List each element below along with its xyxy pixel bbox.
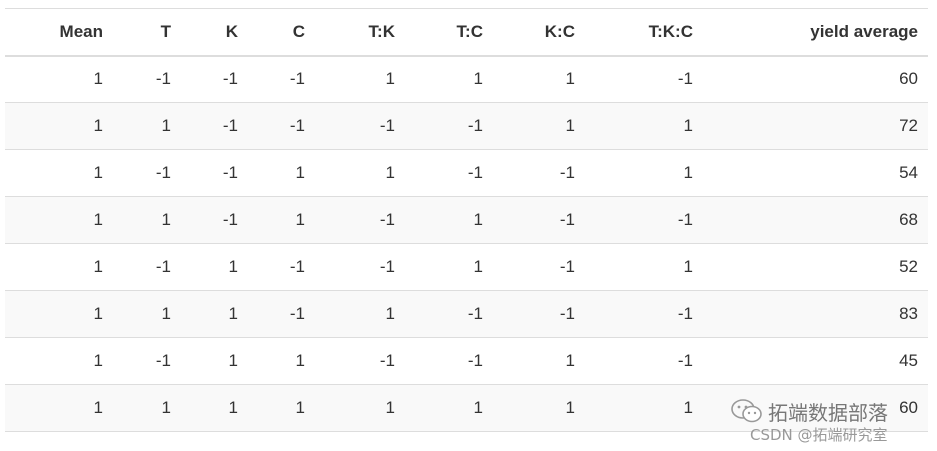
table-cell: 1 [248,337,315,385]
table-cell: -1 [113,337,181,385]
table-cell: -1 [405,149,493,197]
table-cell: 1 [585,384,703,432]
table-cell: 1 [585,149,703,197]
table-cell: 1 [113,290,181,338]
table-cell: 1 [585,102,703,150]
table-cell: 1 [405,55,493,103]
table-row: 1 1 1 1 1 1 1 1 60 [5,384,928,432]
table-cell: 1 [315,290,405,338]
table-cell: 1 [5,243,113,291]
table-cell: -1 [181,102,248,150]
column-header: T:K [315,8,405,57]
table-cell: -1 [113,243,181,291]
table-cell: 1 [5,55,113,103]
table-cell: -1 [248,102,315,150]
table-cell: -1 [493,290,585,338]
table-cell: 1 [405,243,493,291]
table-cell: 54 [703,149,928,197]
table-header: Mean T K C T:K T:C K:C T:K:C yield average [5,8,928,57]
table-cell: 72 [703,102,928,150]
table-cell: -1 [405,337,493,385]
table-cell: -1 [248,243,315,291]
table-cell: -1 [181,196,248,244]
table-cell: 1 [493,55,585,103]
table-cell: 1 [181,384,248,432]
table-row: 1 1 1 -1 1 -1 -1 -1 83 [5,290,928,338]
table-cell: 1 [5,337,113,385]
table-cell: 1 [181,290,248,338]
column-header: K:C [493,8,585,57]
table-cell: -1 [315,196,405,244]
table-cell: 1 [113,196,181,244]
table-cell: -1 [181,149,248,197]
data-table: Mean T K C T:K T:C K:C T:K:C yield average 1 -1 -1… [5,8,928,432]
table-cell: -1 [315,102,405,150]
table-cell: -1 [248,290,315,338]
table-row: 1 -1 1 -1 -1 1 -1 1 52 [5,243,928,291]
table-row: 1 1 -1 -1 -1 -1 1 1 72 [5,102,928,150]
table-row: 1 -1 1 1 -1 -1 1 -1 45 [5,337,928,385]
table-cell: 1 [181,337,248,385]
table-cell: 1 [405,384,493,432]
table-cell: 45 [703,337,928,385]
column-header: T [113,8,181,57]
watermark-title: 拓端数据部落 [768,401,888,425]
table-cell: 1 [405,196,493,244]
watermark-source: CSDN @拓端研究室 [750,426,888,444]
table-cell: 1 [181,243,248,291]
table-cell: 68 [703,196,928,244]
table-cell: 60 [703,384,928,432]
table-cell: -1 [181,55,248,103]
column-header: T:C [405,8,493,57]
table-cell: -1 [493,149,585,197]
table-row: 1 -1 -1 1 1 -1 -1 1 54 [5,149,928,197]
table-cell: 1 [113,384,181,432]
table-cell: -1 [113,149,181,197]
table-cell: -1 [585,290,703,338]
table-cell: 1 [5,384,113,432]
table-cell: 1 [315,384,405,432]
table-body: 1 -1 -1 -1 1 1 1 -1 60 1 1 -1 -1 -1 -1 1 1 72 1 -1 -1 1 1 -1 -1 1… [5,55,928,432]
table-cell: 1 [493,102,585,150]
table-cell: 1 [585,243,703,291]
table-cell: -1 [113,55,181,103]
table-cell: -1 [585,55,703,103]
table-cell: -1 [585,196,703,244]
table-cell: -1 [405,290,493,338]
table-cell: 1 [113,102,181,150]
table-cell: -1 [585,337,703,385]
table-cell: 60 [703,55,928,103]
table-cell: -1 [405,102,493,150]
table-cell: 1 [248,384,315,432]
table-cell: 1 [493,337,585,385]
table-cell: 1 [248,196,315,244]
table-cell: 83 [703,290,928,338]
table-cell: -1 [493,196,585,244]
table-cell: -1 [493,243,585,291]
table-cell: -1 [315,337,405,385]
table-cell: -1 [315,243,405,291]
table-row: 1 1 -1 1 -1 1 -1 -1 68 [5,196,928,244]
table-cell: 52 [703,243,928,291]
watermark-icon [731,399,762,423]
table-cell: 1 [493,384,585,432]
column-header: T:K:C [585,8,703,57]
table-cell: 1 [248,149,315,197]
table-cell: -1 [248,55,315,103]
column-header: K [181,8,248,57]
column-header: yield average [703,8,928,57]
table-row: 1 -1 -1 -1 1 1 1 -1 60 [5,55,928,103]
column-header: Mean [5,8,113,57]
header-row: Mean T K C T:K T:C K:C T:K:C yield average [5,8,928,57]
column-header: C [248,8,315,57]
table-cell: 1 [315,149,405,197]
table-cell: 1 [5,102,113,150]
table-cell: 1 [5,196,113,244]
table-cell: 1 [315,55,405,103]
table-cell: 1 [5,290,113,338]
table-cell: 1 [5,149,113,197]
